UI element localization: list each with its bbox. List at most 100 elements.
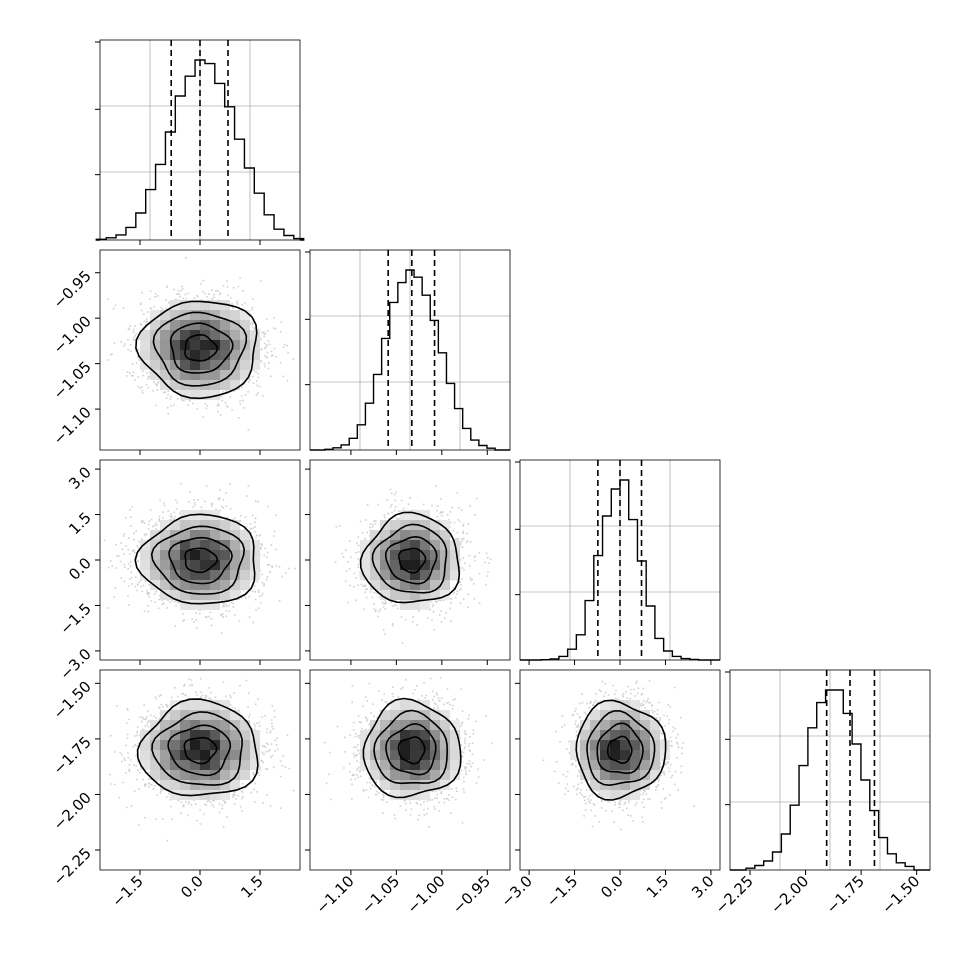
density-cell: [450, 750, 460, 760]
density-cell: [220, 560, 230, 570]
density-cell: [200, 320, 210, 330]
density-cell: [440, 760, 450, 770]
density-cell: [220, 530, 230, 540]
density-cell: [210, 600, 220, 610]
density-cell: [240, 330, 250, 340]
contour-line: [359, 511, 461, 604]
density-cell: [230, 770, 240, 780]
density-cell: [140, 330, 150, 340]
density-cell: [230, 710, 240, 720]
contour-line: [169, 322, 234, 374]
density-cell: [250, 550, 260, 560]
density-cell: [390, 590, 400, 600]
contour-line: [184, 333, 219, 362]
density-cell: [230, 750, 240, 760]
density-cell: [150, 770, 160, 780]
density-cell: [190, 730, 200, 740]
density-cell: [150, 320, 160, 330]
density-cell: [150, 750, 160, 760]
density-cell: [640, 730, 650, 740]
density-cell: [600, 700, 610, 710]
density-cell: [180, 750, 190, 760]
density-cell: [440, 580, 450, 590]
density-cell: [210, 760, 220, 770]
density-cell: [190, 390, 200, 400]
density-cell: [400, 570, 410, 580]
density-cell: [410, 710, 420, 720]
density-cell: [190, 720, 200, 730]
contour-line: [373, 709, 449, 785]
density-cell: [160, 770, 170, 780]
density-cell: [200, 570, 210, 580]
density-cell: [220, 770, 230, 780]
contour-line: [371, 523, 448, 594]
density-cell: [420, 560, 430, 570]
density-cell: [620, 740, 630, 750]
density-cell: [240, 360, 250, 370]
density-cell: [250, 560, 260, 570]
density-cell: [230, 580, 240, 590]
density-cell: [610, 700, 620, 710]
y-tick-label: −1.00: [50, 312, 95, 357]
x-tick-label: −1.10: [313, 872, 358, 917]
density-cell: [190, 700, 200, 710]
y-tick-label: −1.5: [56, 600, 94, 638]
x-tick-label: −1.05: [358, 872, 403, 917]
density-cell: [160, 540, 170, 550]
density-cell: [400, 520, 410, 530]
density-cell: [370, 770, 380, 780]
density-cell: [190, 540, 200, 550]
density-cell: [170, 550, 180, 560]
density-cell: [440, 550, 450, 560]
density-cell: [380, 740, 390, 750]
density-cell: [390, 550, 400, 560]
density-cell: [630, 720, 640, 730]
density-cell: [170, 750, 180, 760]
density-cell: [180, 360, 190, 370]
density-cell: [170, 310, 180, 320]
density-cell: [170, 320, 180, 330]
density-cell: [620, 770, 630, 780]
contour-line: [152, 311, 248, 387]
density-cell: [190, 560, 200, 570]
density-cell: [170, 360, 180, 370]
density-cell: [160, 720, 170, 730]
density-cell: [170, 370, 180, 380]
density-cell: [230, 320, 240, 330]
contour-line: [362, 697, 462, 799]
density-cell: [430, 780, 440, 790]
contour-line: [168, 536, 233, 585]
density-cell: [190, 580, 200, 590]
density-cell: [140, 750, 150, 760]
density-cell: [220, 540, 230, 550]
density-cell: [390, 560, 400, 570]
density-cell: [380, 570, 390, 580]
density-cell: [160, 730, 170, 740]
density-cell: [210, 390, 220, 400]
density-cell: [230, 350, 240, 360]
density-cell: [240, 310, 250, 320]
density-cell: [230, 720, 240, 730]
density-cell: [400, 710, 410, 720]
density-cell: [410, 750, 420, 760]
density-cell: [420, 580, 430, 590]
density-cell: [200, 580, 210, 590]
density-cell: [410, 760, 420, 770]
density-cell: [420, 770, 430, 780]
density-cell: [150, 310, 160, 320]
density-cell: [170, 770, 180, 780]
density-cell: [410, 730, 420, 740]
density-cell: [150, 530, 160, 540]
density-cell: [440, 780, 450, 790]
density-cell: [400, 580, 410, 590]
density-cell: [230, 340, 240, 350]
scatter-panel-1-0: [99, 249, 301, 451]
density-cell: [610, 730, 620, 740]
density-cell: [400, 560, 410, 570]
density-cell: [230, 740, 240, 750]
density-cell: [190, 760, 200, 770]
density-cell: [150, 370, 160, 380]
density-cell: [430, 520, 440, 530]
density-cell: [160, 560, 170, 570]
density-cell: [630, 760, 640, 770]
